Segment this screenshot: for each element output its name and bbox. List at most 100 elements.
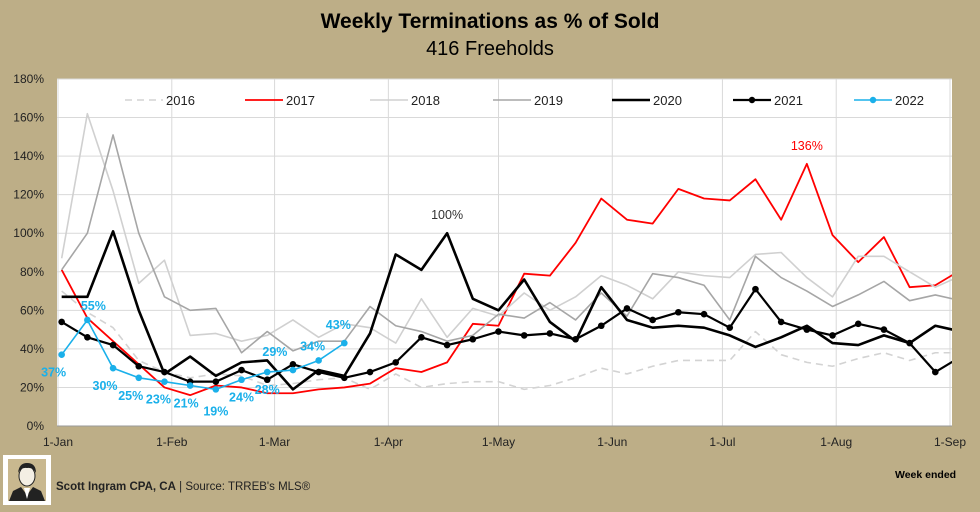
- y-tick-label: 60%: [20, 303, 44, 317]
- series-line-2019: [61, 134, 952, 354]
- data-point-2021: [161, 368, 168, 376]
- data-point-2021: [263, 376, 271, 384]
- legend-label-2016: 2016: [166, 93, 195, 108]
- data-point-2021: [854, 320, 862, 328]
- data-point-2021: [726, 324, 734, 331]
- data-point-2021: [469, 335, 477, 343]
- y-tick-label: 140%: [13, 149, 44, 163]
- legend-label-2021: 2021: [774, 93, 803, 108]
- data-label-2022: 25%: [118, 389, 143, 403]
- y-tick-label: 80%: [20, 265, 44, 279]
- data-point-2022: [263, 368, 271, 376]
- x-tick-label: 1-Jan: [43, 435, 73, 449]
- plot-area: [57, 79, 952, 426]
- x-tick-label: 1-Mar: [259, 435, 290, 449]
- annotation-label: 100%: [431, 208, 463, 222]
- data-label-2022: 34%: [300, 339, 325, 353]
- y-tick-label: 120%: [13, 188, 44, 202]
- series-line-2016: [61, 290, 952, 391]
- x-tick-label: 1-May: [482, 435, 515, 449]
- data-point-2021: [443, 341, 451, 349]
- y-tick-label: 100%: [13, 226, 44, 240]
- data-point-2021: [700, 310, 708, 318]
- data-point-2022: [186, 382, 194, 389]
- data-point-2021: [212, 378, 220, 385]
- data-label-2022: 24%: [229, 391, 254, 405]
- source-text: Source: TRREB's MLS®: [185, 481, 311, 493]
- y-tick-label: 180%: [13, 72, 44, 86]
- y-tick-label: 40%: [20, 342, 44, 356]
- y-tick-label: 0%: [27, 419, 45, 433]
- credit-line: Scott Ingram CPA, CA | Source: TRREB's M…: [56, 481, 310, 493]
- data-point-2021: [932, 368, 939, 376]
- x-tick-label: 1-Feb: [156, 435, 188, 449]
- data-point-2022: [238, 376, 245, 384]
- data-point-2021: [495, 328, 502, 335]
- legend-marker-2021: [748, 96, 756, 104]
- legend-label-2022: 2022: [895, 93, 924, 108]
- legend-marker-2022: [869, 96, 877, 104]
- data-point-2022: [58, 351, 65, 358]
- data-point-2021: [418, 334, 425, 341]
- data-point-2021: [238, 366, 245, 374]
- data-label-2022: 23%: [146, 393, 171, 407]
- series-line-2022: [61, 319, 345, 391]
- data-point-2022: [84, 316, 91, 324]
- data-point-2022: [109, 364, 117, 372]
- y-tick-label: 20%: [20, 380, 44, 394]
- data-label-2022: 29%: [262, 345, 287, 359]
- x-tick-label: 1-Jul: [709, 435, 735, 449]
- data-point-2021: [109, 341, 117, 349]
- data-point-2021: [752, 285, 759, 293]
- data-point-2021: [84, 334, 91, 341]
- data-point-2022: [289, 366, 297, 374]
- y-tick-label: 160%: [13, 111, 44, 125]
- data-point-2021: [546, 330, 554, 337]
- author-name: Scott Ingram CPA, CA: [56, 481, 176, 493]
- data-point-2021: [803, 326, 811, 333]
- chart-title: Weekly Terminations as % of Sold: [320, 10, 660, 33]
- data-point-2021: [572, 335, 579, 343]
- data-point-2021: [315, 368, 322, 376]
- data-point-2021: [906, 339, 913, 347]
- data-point-2022: [135, 374, 143, 382]
- data-point-2022: [315, 357, 322, 364]
- data-point-2021: [58, 318, 65, 326]
- legend-label-2020: 2020: [653, 93, 682, 108]
- data-point-2022: [161, 378, 168, 385]
- data-point-2021: [520, 332, 528, 339]
- x-tick-label: 1-Jun: [597, 435, 627, 449]
- data-point-2021: [135, 362, 143, 370]
- series-line-2018: [60, 112, 952, 344]
- series-line-2020: [61, 229, 952, 391]
- x-tick-label: 1-Apr: [374, 435, 403, 449]
- legend-label-2019: 2019: [534, 93, 563, 108]
- data-point-2021: [649, 316, 656, 324]
- data-label-2022: 43%: [326, 318, 351, 332]
- data-label-2022: 28%: [255, 383, 280, 397]
- series-line-2021: [61, 288, 952, 383]
- data-point-2022: [341, 339, 348, 347]
- legend-label-2017: 2017: [286, 93, 315, 108]
- data-label-2022: 30%: [93, 379, 118, 393]
- data-label-2022: 21%: [174, 397, 199, 411]
- data-point-2021: [597, 322, 605, 330]
- data-point-2021: [289, 361, 297, 368]
- data-point-2021: [341, 374, 348, 382]
- data-point-2021: [777, 318, 785, 326]
- author-portrait-logo: [3, 455, 51, 505]
- legend-label-2018: 2018: [411, 93, 440, 108]
- data-label-2022: 37%: [41, 366, 66, 380]
- data-point-2021: [675, 308, 682, 316]
- x-tick-label: 1-Aug: [820, 435, 852, 449]
- data-point-2021: [366, 368, 374, 376]
- data-point-2021: [958, 353, 965, 360]
- data-point-2022: [212, 386, 220, 393]
- data-point-2021: [623, 305, 631, 312]
- series-line-2017: [60, 162, 952, 397]
- x-tick-label: 1-Sep: [934, 435, 966, 449]
- x-axis-label: Week ended: [895, 469, 957, 481]
- separator: |: [179, 481, 183, 493]
- series-group: [58, 112, 965, 397]
